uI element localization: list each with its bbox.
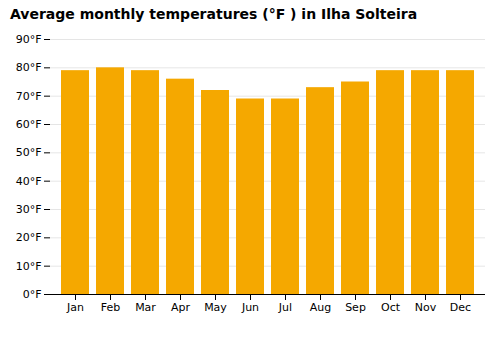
svg-text:Apr: Apr <box>171 301 191 314</box>
svg-text:40°F: 40°F <box>16 175 42 188</box>
svg-text:Jun: Jun <box>241 301 259 314</box>
svg-text:80°F: 80°F <box>16 61 42 74</box>
svg-text:0°F: 0°F <box>23 288 42 301</box>
html-text:Average monthly temperatures (: Average monthly temperatures (°F ) in Il… <box>10 6 418 22</box>
svg-text:Jul: Jul <box>278 301 292 314</box>
svg-text:60°F: 60°F <box>16 118 42 131</box>
svg-text:Aug: Aug <box>310 301 331 314</box>
svg-text:70°F: 70°F <box>16 90 42 103</box>
svg-text:50°F: 50°F <box>16 146 42 159</box>
svg-text:Jan: Jan <box>66 301 84 314</box>
svg-text:20°F: 20°F <box>16 231 42 244</box>
svg-text:Mar: Mar <box>135 301 156 314</box>
svg-text:Feb: Feb <box>101 301 120 314</box>
svg-text:30°F: 30°F <box>16 203 42 216</box>
svg-text:Oct: Oct <box>381 301 401 314</box>
svg-text:Dec: Dec <box>450 301 471 314</box>
svg-text:90°F: 90°F <box>16 33 42 46</box>
svg-text:10°F: 10°F <box>16 260 42 273</box>
svg-text:Sep: Sep <box>345 301 366 314</box>
svg-text:May: May <box>204 301 227 314</box>
svg-text:Nov: Nov <box>415 301 437 314</box>
